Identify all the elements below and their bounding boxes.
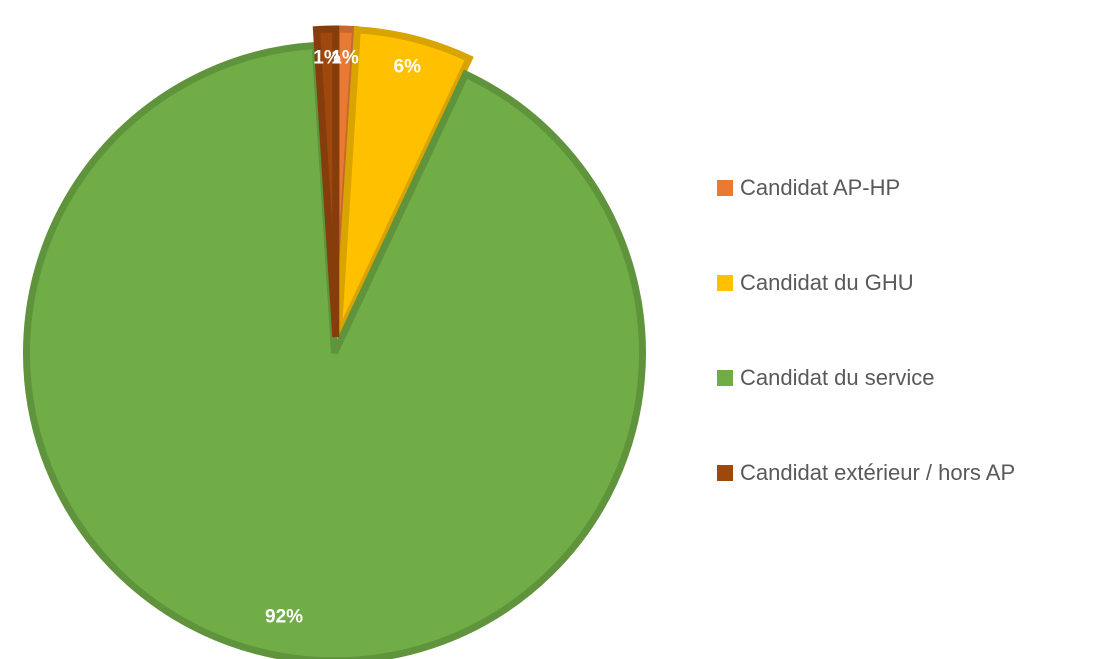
legend-text: Candidat AP-HP [740, 175, 900, 200]
pie-slice [23, 41, 646, 659]
legend-text: Candidat du service [740, 365, 934, 390]
data-label: 6% [394, 57, 422, 78]
legend-swatch [717, 275, 733, 291]
data-label: 1% [313, 48, 341, 69]
data-label: 92% [265, 606, 303, 627]
legend-swatch [717, 465, 733, 481]
data-label: 1% [331, 48, 359, 69]
legend-text: Candidat du GHU [740, 270, 914, 295]
legend-text: Candidat extérieur / hors AP [740, 460, 1015, 485]
pie-slice [334, 26, 474, 339]
pie-slice [312, 25, 340, 338]
legend-swatch [717, 180, 733, 196]
legend-swatch [717, 370, 733, 386]
